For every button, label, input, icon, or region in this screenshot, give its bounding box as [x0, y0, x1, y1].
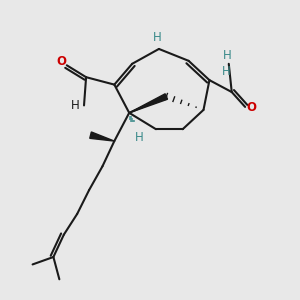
Text: H: H — [223, 49, 232, 62]
Text: O: O — [246, 101, 256, 114]
Text: H: H — [135, 131, 144, 144]
Text: H: H — [221, 65, 230, 78]
Text: H: H — [153, 31, 162, 44]
Text: O: O — [56, 55, 66, 68]
Polygon shape — [90, 132, 114, 141]
Text: H: H — [71, 99, 80, 112]
Polygon shape — [129, 94, 167, 113]
